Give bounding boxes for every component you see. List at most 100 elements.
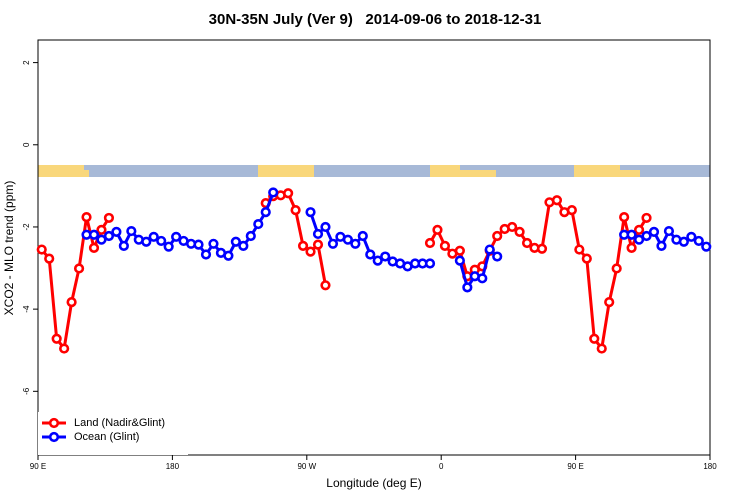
point xyxy=(693,235,704,247)
point xyxy=(439,240,451,251)
point xyxy=(223,250,234,261)
land-mask xyxy=(38,165,710,177)
point xyxy=(678,236,689,247)
point xyxy=(507,221,518,233)
point xyxy=(424,258,436,269)
point xyxy=(536,243,548,254)
x-axis-label: Longitude (deg E) xyxy=(326,476,421,490)
point xyxy=(230,236,241,247)
point xyxy=(156,235,167,247)
point xyxy=(88,229,100,240)
point xyxy=(656,240,667,251)
legend-label: Ocean (Glint) xyxy=(74,431,139,443)
point xyxy=(66,297,77,308)
y-tick-label: -2 xyxy=(22,223,31,231)
point xyxy=(141,236,152,247)
point xyxy=(320,221,331,233)
point xyxy=(111,226,122,237)
point xyxy=(171,231,182,242)
y-tick-label: 0 xyxy=(22,142,31,147)
point xyxy=(88,242,100,254)
point xyxy=(103,212,115,224)
point xyxy=(484,244,495,255)
point xyxy=(163,241,174,252)
legend-marker xyxy=(48,417,60,429)
point xyxy=(73,263,85,274)
point xyxy=(633,234,645,245)
point xyxy=(492,230,503,242)
chart-title: 30N-35N July (Ver 9) 2014-09-06 to 2018-… xyxy=(209,11,542,28)
point xyxy=(432,224,443,235)
point xyxy=(238,240,249,251)
x-tick-label: 90 E xyxy=(30,462,46,471)
point xyxy=(312,228,324,240)
point xyxy=(126,225,137,237)
point xyxy=(118,240,129,251)
point xyxy=(357,230,368,242)
point xyxy=(619,211,630,223)
x-tick-label: 180 xyxy=(703,462,717,471)
point xyxy=(260,207,271,218)
point xyxy=(200,249,212,260)
point xyxy=(462,282,473,293)
point xyxy=(305,246,316,257)
point xyxy=(268,187,279,198)
point xyxy=(290,205,301,216)
x-tick-label: 90 E xyxy=(567,462,583,471)
legend xyxy=(38,412,188,455)
point xyxy=(663,225,675,237)
point xyxy=(305,207,316,218)
plot-frame xyxy=(37,39,711,456)
point xyxy=(96,234,107,245)
x-tick-label: 0 xyxy=(439,462,444,471)
point xyxy=(626,229,637,240)
point xyxy=(492,251,503,262)
point xyxy=(596,343,607,354)
point xyxy=(514,226,525,237)
point xyxy=(611,263,622,274)
point xyxy=(648,226,660,237)
point xyxy=(365,249,376,260)
point xyxy=(641,230,652,242)
point xyxy=(342,234,353,245)
point xyxy=(477,273,488,284)
point xyxy=(320,280,331,291)
series-line xyxy=(40,191,648,351)
y-axis-label: XCO2 - MLO trend (ppm) xyxy=(2,181,16,316)
point xyxy=(44,253,55,264)
x-tick-label: 180 xyxy=(166,462,180,471)
point xyxy=(686,231,697,242)
point xyxy=(327,238,339,249)
point xyxy=(297,240,309,251)
point xyxy=(641,212,652,224)
point xyxy=(59,343,70,354)
point xyxy=(633,224,645,235)
y-tick-label: -4 xyxy=(22,305,31,313)
point xyxy=(81,211,92,223)
point xyxy=(424,237,436,249)
point xyxy=(253,218,264,230)
x-tick-label: 90 W xyxy=(297,462,316,471)
point xyxy=(454,255,465,266)
point xyxy=(350,238,361,249)
point xyxy=(701,241,712,252)
legend-label: Land (Nadir&Glint) xyxy=(74,417,165,429)
point xyxy=(574,244,585,255)
point xyxy=(521,237,533,249)
point xyxy=(604,297,615,308)
point xyxy=(103,230,115,242)
point xyxy=(589,333,600,344)
point xyxy=(96,224,107,235)
point xyxy=(372,255,383,266)
point xyxy=(312,239,324,250)
point xyxy=(581,253,592,264)
point xyxy=(551,195,563,206)
point xyxy=(148,231,159,242)
point xyxy=(380,251,391,262)
point xyxy=(626,242,637,254)
point xyxy=(245,230,256,242)
y-tick-label: -6 xyxy=(22,387,31,395)
point xyxy=(51,333,62,344)
